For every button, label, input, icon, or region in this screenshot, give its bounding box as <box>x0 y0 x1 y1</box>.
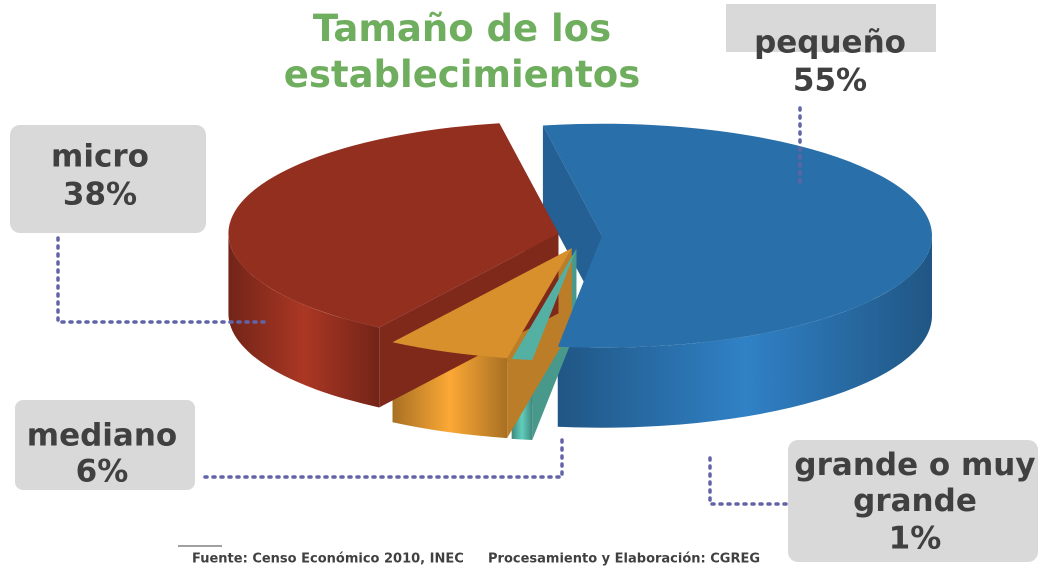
label-box <box>10 125 206 233</box>
category-label: pequeño <box>754 25 906 61</box>
label-box <box>788 440 1038 562</box>
slice-wall <box>228 233 380 408</box>
value-label: 6% <box>76 454 129 490</box>
slice <box>392 248 572 359</box>
value-label: 38% <box>63 177 137 213</box>
leader-line <box>203 438 564 479</box>
slice <box>542 123 932 348</box>
value-label: 55% <box>793 63 867 99</box>
slice-side <box>542 125 602 316</box>
credit: Procesamiento y Elaboración: CGREG <box>488 552 760 567</box>
slice-wall <box>557 235 932 428</box>
pie <box>228 123 932 441</box>
category-label: grande o muy grande <box>794 447 1035 519</box>
category-label: micro <box>51 139 149 175</box>
value-label: 1% <box>889 521 942 557</box>
slice <box>228 123 559 328</box>
leader-line <box>708 456 794 506</box>
category-label: mediano <box>27 418 177 454</box>
source: Fuente: Censo Económico 2010, INEC <box>192 552 464 567</box>
chart-title: Tamaño de los establecimientos <box>284 7 640 96</box>
label-box <box>726 4 936 52</box>
label-box <box>15 400 195 490</box>
slice <box>511 249 577 361</box>
